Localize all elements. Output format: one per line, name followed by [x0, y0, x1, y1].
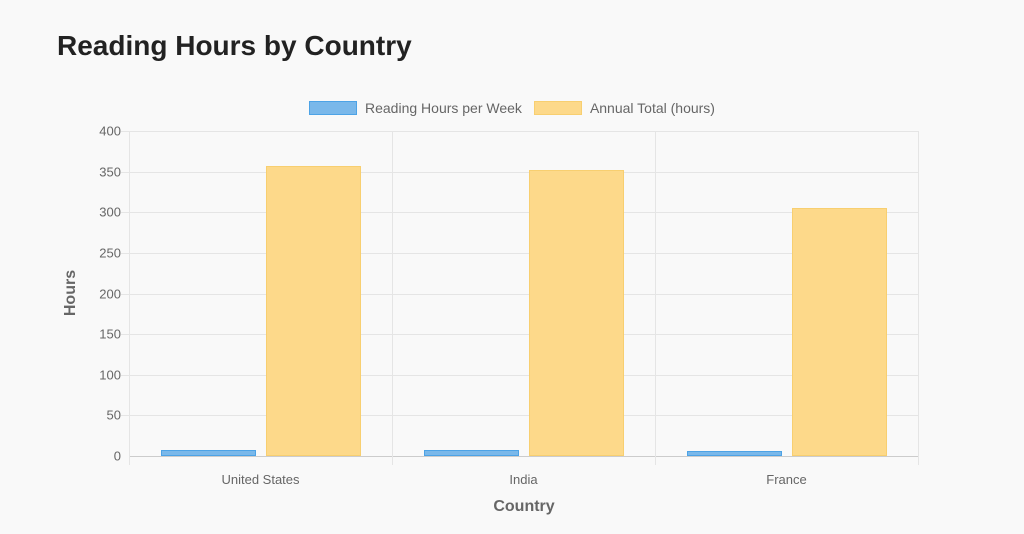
legend-item[interactable]: Reading Hours per Week — [309, 100, 522, 116]
chart-title: Reading Hours by Country — [57, 30, 412, 61]
x-tick-label: United States — [221, 472, 300, 487]
gridline — [392, 131, 393, 465]
legend: Reading Hours per Week Annual Total (hour… — [0, 100, 1024, 116]
bar-france-annual[interactable] — [791, 208, 887, 456]
bar-united-states-weekly[interactable] — [160, 450, 256, 456]
y-tick-label: 100 — [99, 367, 121, 383]
y-tick-label: 0 — [113, 448, 121, 464]
gridline — [121, 374, 918, 376]
gridline — [918, 131, 919, 465]
y-axis-label: Hours — [62, 269, 79, 317]
y-tick-label: 50 — [106, 407, 121, 423]
x-tick-label: France — [766, 472, 807, 487]
gridline — [129, 131, 130, 465]
y-tick-label: 200 — [99, 286, 121, 301]
gridline — [121, 415, 918, 417]
legend-swatch — [533, 101, 582, 115]
gridline — [121, 252, 918, 254]
y-tick-label: 300 — [99, 204, 121, 220]
gridline — [121, 212, 918, 214]
legend-swatch — [309, 101, 357, 115]
bar-france-weekly[interactable] — [686, 451, 782, 456]
legend-item[interactable]: Annual Total (hours) — [533, 100, 715, 116]
legend-label: Annual Total (hours) — [589, 100, 715, 116]
gridline — [121, 131, 918, 132]
bar-india-weekly[interactable] — [423, 450, 519, 456]
bar-united-states-annual[interactable] — [265, 165, 361, 456]
gridline — [121, 293, 918, 295]
y-tick-label: 250 — [99, 245, 121, 261]
plot-area — [121, 131, 919, 465]
y-tick-label: 350 — [99, 164, 121, 180]
gridline — [121, 334, 918, 336]
gridline — [121, 171, 918, 173]
x-axis-line — [129, 456, 918, 457]
y-tick-label: 400 — [99, 123, 121, 139]
x-tick-label: India — [509, 472, 538, 487]
legend-label: Reading Hours per Week — [365, 100, 522, 116]
x-axis-label: Country — [493, 498, 555, 515]
y-tick-label: 150 — [99, 326, 121, 342]
gridline — [655, 131, 656, 465]
bar-india-annual[interactable] — [528, 170, 624, 456]
